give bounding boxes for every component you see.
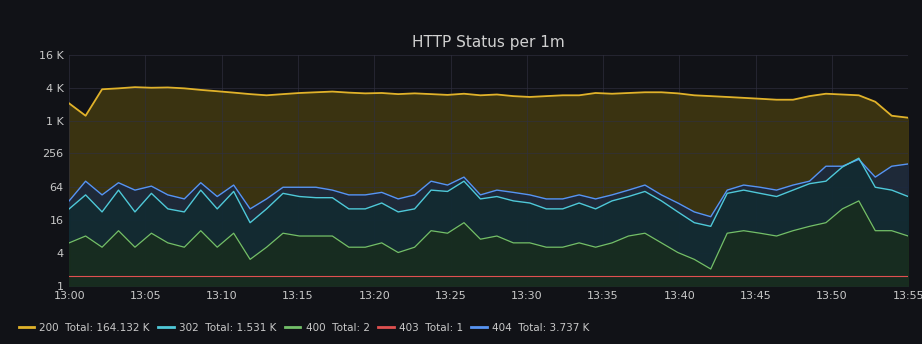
Title: HTTP Status per 1m: HTTP Status per 1m: [412, 35, 565, 50]
Legend: 200  Total: 164.132 K, 302  Total: 1.531 K, 400  Total: 2, 403  Total: 1, 404  T: 200 Total: 164.132 K, 302 Total: 1.531 K…: [15, 319, 594, 337]
